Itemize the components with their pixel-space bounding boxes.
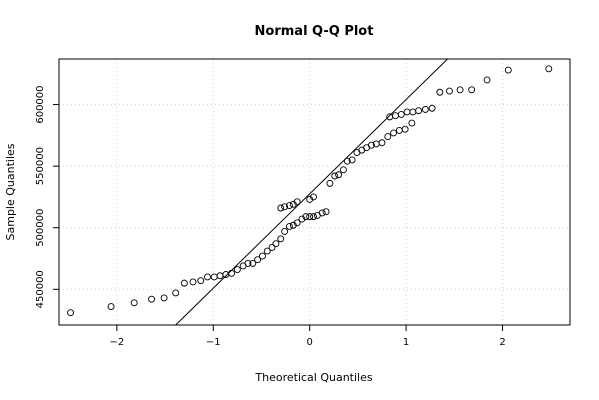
data-point <box>483 76 491 84</box>
data-point <box>318 209 326 217</box>
data-point <box>408 119 416 127</box>
x-axis-label: Theoretical Quantiles <box>254 371 372 384</box>
data-point <box>210 273 218 281</box>
data-point <box>293 219 301 227</box>
x-tick-label: −2 <box>109 337 124 348</box>
data-point <box>384 133 392 141</box>
data-point <box>367 141 375 149</box>
data-point <box>322 208 330 216</box>
data-point <box>228 269 236 277</box>
data-point <box>249 259 257 267</box>
data-point <box>302 213 310 221</box>
data-point <box>428 104 436 112</box>
data-point <box>172 289 180 297</box>
data-point <box>67 309 75 317</box>
data-point <box>281 203 289 211</box>
x-tick-label: 2 <box>499 337 505 348</box>
x-axis: −2 −1 0 1 2 <box>109 325 506 348</box>
data-point <box>277 235 285 243</box>
plot-frame <box>58 58 571 326</box>
x-tick-label: 1 <box>403 337 409 348</box>
data-point <box>258 252 266 260</box>
data-point <box>331 172 339 180</box>
y-tick-label: 450000 <box>35 270 46 308</box>
data-point <box>504 66 512 74</box>
data-point <box>281 227 289 235</box>
data-point <box>401 125 409 133</box>
data-point <box>397 110 405 118</box>
data-point <box>446 87 453 95</box>
data-point <box>456 86 464 94</box>
data-point <box>468 86 476 94</box>
data-point <box>130 299 138 307</box>
y-tick-label: 600000 <box>35 85 46 123</box>
data-point <box>390 129 398 137</box>
data-point <box>216 272 224 280</box>
data-point <box>268 243 276 251</box>
data-point <box>148 295 156 303</box>
reference-line <box>175 58 448 326</box>
data-point <box>244 259 252 267</box>
data-point <box>285 202 293 209</box>
y-tick-label: 550000 <box>35 147 46 185</box>
data-point <box>403 108 411 116</box>
x-tick-label: −1 <box>206 337 221 348</box>
data-point <box>272 240 280 248</box>
y-axis-label: Sample Quantiles <box>4 143 17 240</box>
data-point <box>254 256 262 264</box>
data-point <box>180 279 188 287</box>
data-points <box>67 65 553 317</box>
data-point <box>348 156 356 164</box>
data-point <box>436 88 444 96</box>
data-point <box>306 213 314 221</box>
data-point <box>277 204 285 212</box>
data-point <box>395 126 403 134</box>
data-point <box>421 106 429 113</box>
data-point <box>335 171 343 179</box>
data-point <box>285 223 293 230</box>
data-point <box>378 139 386 147</box>
y-tick-label: 500000 <box>35 209 46 247</box>
data-point <box>233 266 241 274</box>
data-point <box>415 107 423 115</box>
data-point <box>326 179 334 187</box>
data-point <box>204 273 211 281</box>
data-point <box>310 193 317 201</box>
data-point <box>310 213 317 221</box>
data-point <box>197 277 205 285</box>
reference-line-group <box>175 58 448 326</box>
data-point <box>343 157 351 165</box>
data-point <box>392 112 399 120</box>
data-point <box>339 166 347 174</box>
data-point <box>409 108 417 116</box>
data-point <box>160 294 168 302</box>
data-point <box>107 303 115 310</box>
data-point <box>189 278 197 286</box>
data-point <box>293 198 301 206</box>
x-tick-label: 0 <box>306 337 312 348</box>
grid <box>59 59 570 325</box>
y-axis: 450000 500000 550000 600000 <box>35 85 59 308</box>
data-point <box>545 65 553 73</box>
data-point <box>386 113 394 121</box>
data-point <box>263 247 271 255</box>
chart-title: Normal Q-Q Plot <box>255 24 374 39</box>
